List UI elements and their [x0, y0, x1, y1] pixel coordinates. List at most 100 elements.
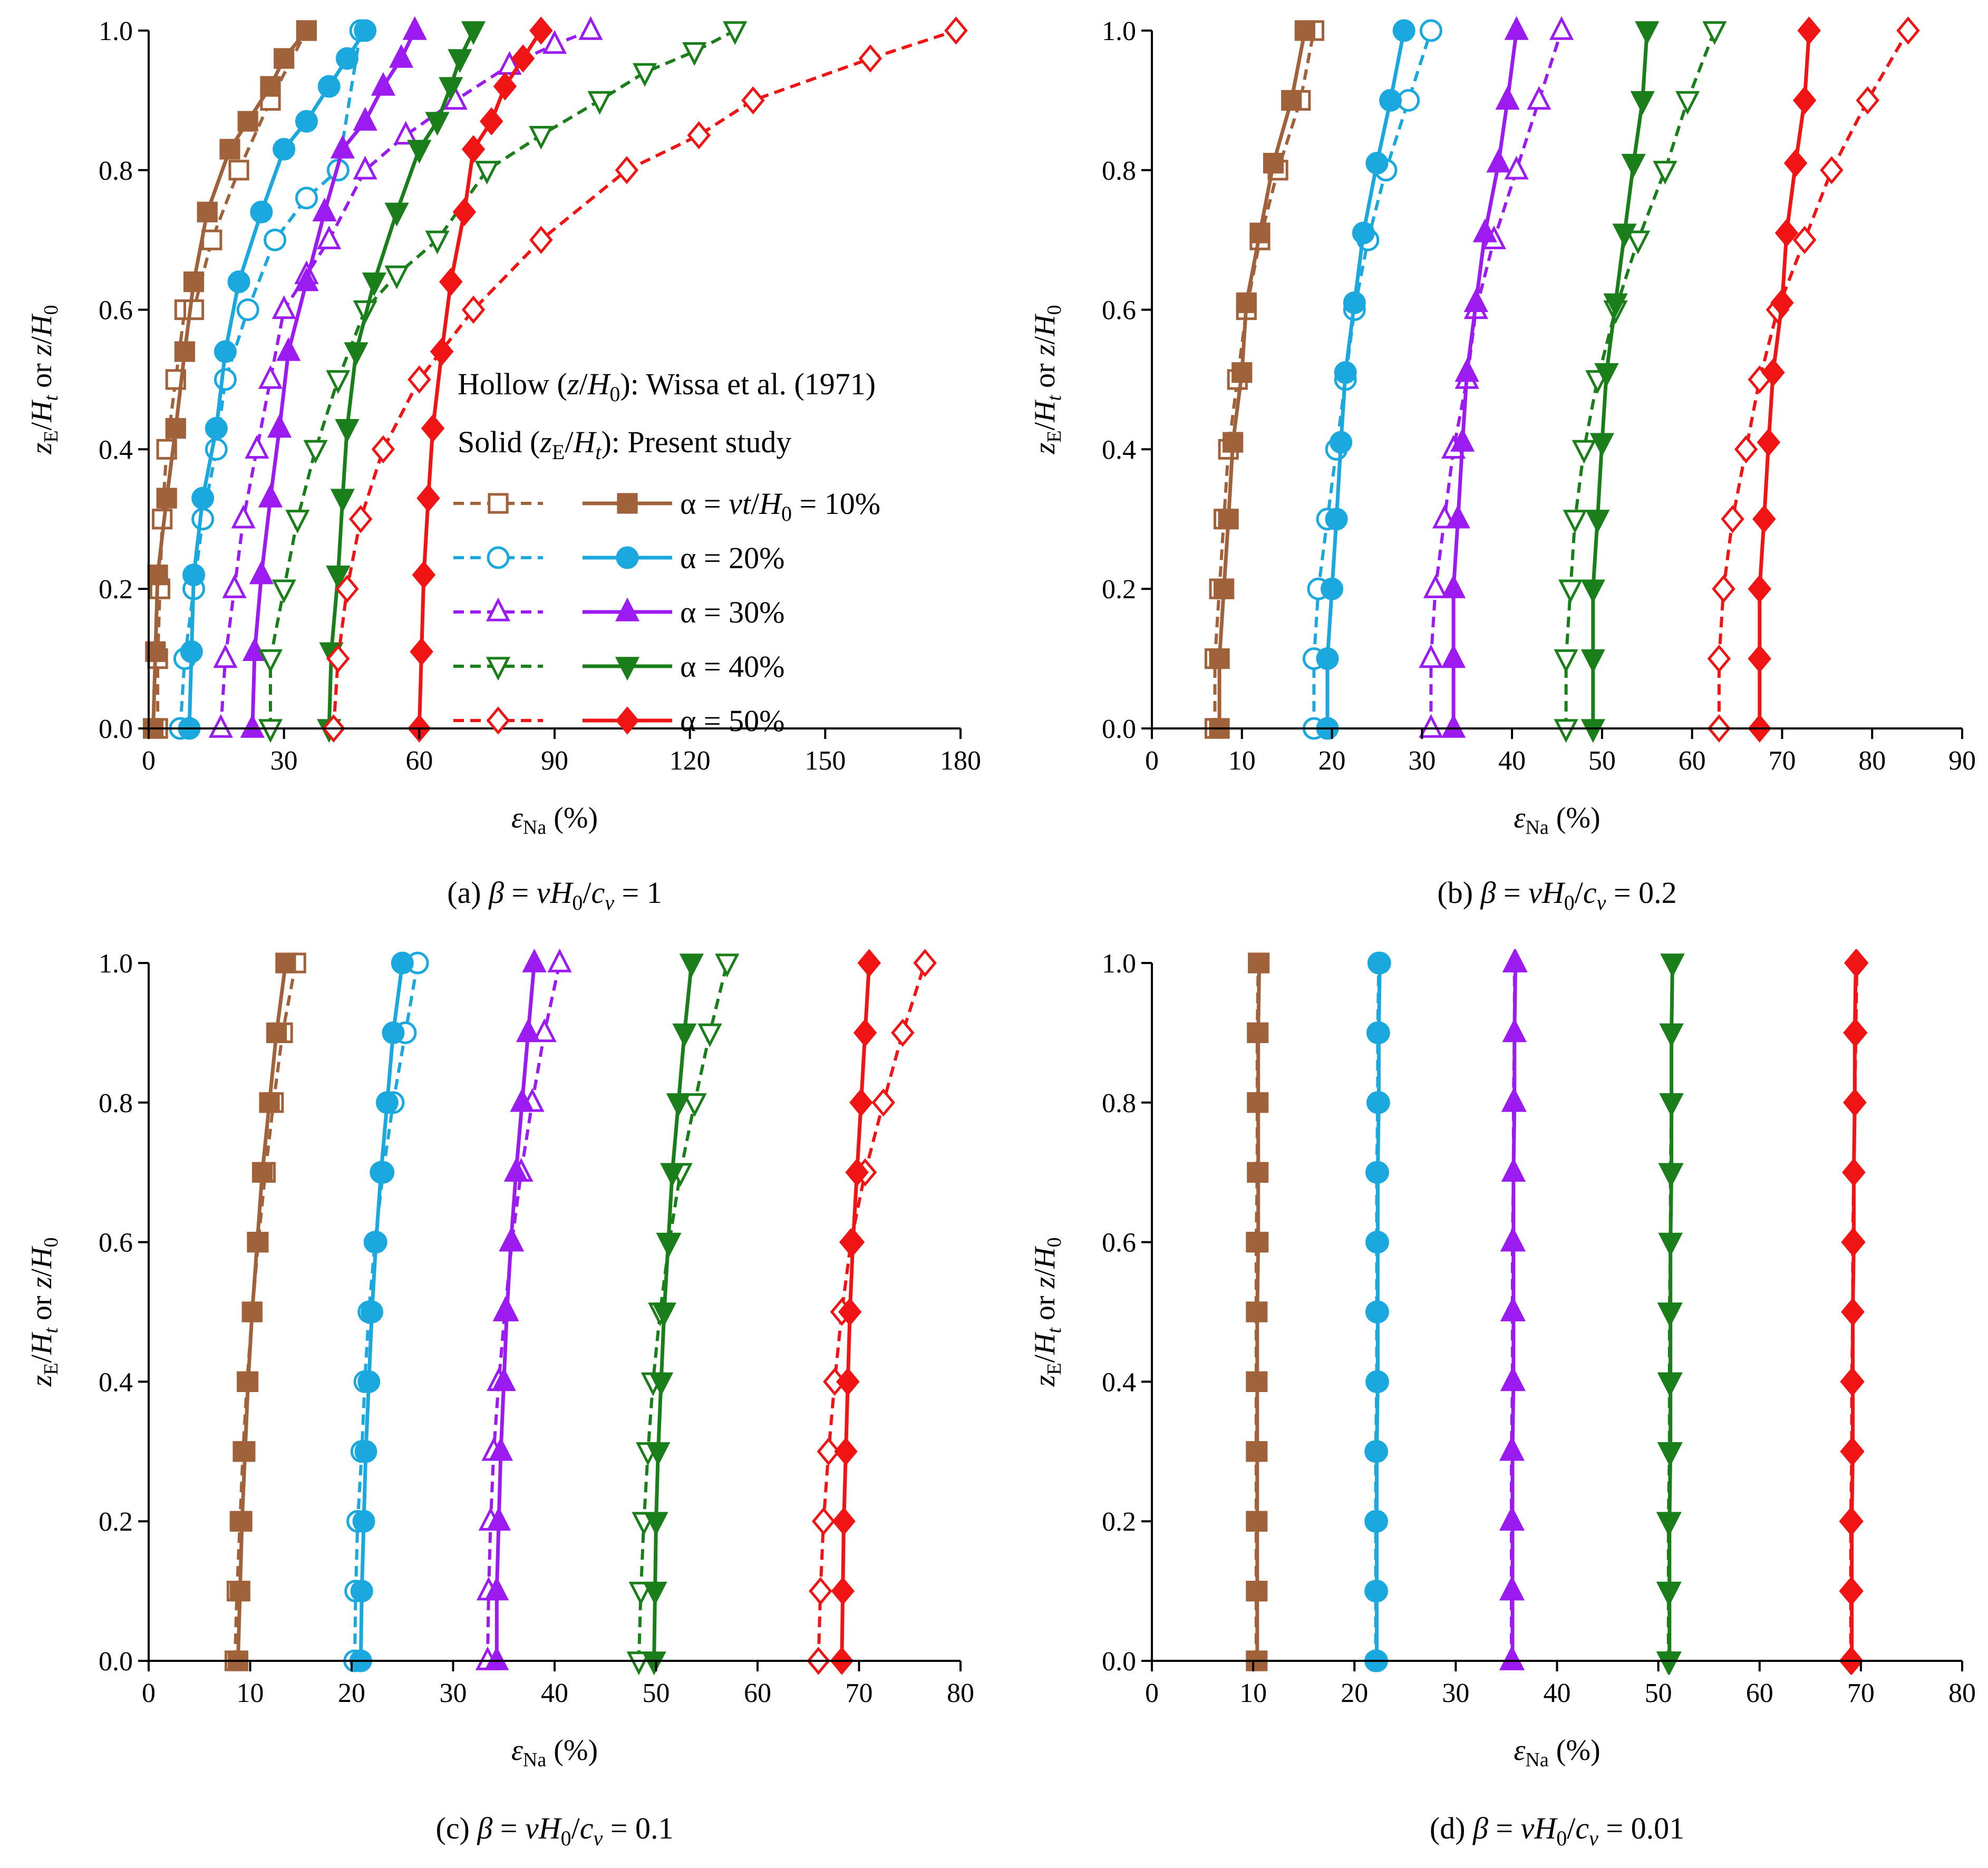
data-point — [1316, 647, 1339, 670]
data-point — [1501, 1228, 1526, 1252]
data-point — [832, 1507, 856, 1535]
data-point — [271, 295, 296, 319]
data-point — [326, 644, 350, 673]
data-point — [487, 1506, 511, 1531]
data-point — [183, 299, 205, 320]
data-point — [1840, 1577, 1864, 1606]
data-point — [1856, 86, 1879, 115]
data-point — [425, 230, 450, 255]
y-axis-title: zE/Ht or z/H0 — [1029, 305, 1065, 454]
data-point — [264, 228, 287, 251]
data-point — [1501, 1367, 1526, 1392]
data-point — [1752, 505, 1776, 533]
data-point — [1841, 1367, 1865, 1396]
data-point — [484, 1577, 509, 1601]
data-point — [1797, 16, 1821, 45]
data-point — [276, 337, 301, 361]
data-point — [1659, 1023, 1684, 1047]
data-point — [1657, 1581, 1682, 1606]
data-point — [180, 640, 203, 663]
x-tick-label: 0 — [142, 746, 156, 776]
data-point — [274, 48, 295, 69]
legend-hollow-marker — [487, 546, 510, 569]
data-point — [258, 719, 283, 743]
data-point — [229, 1581, 250, 1602]
y-tick-label: 1.0 — [99, 16, 133, 46]
data-point — [1247, 1301, 1268, 1322]
series-line — [353, 962, 420, 1661]
series-line — [1717, 30, 1910, 728]
data-point — [197, 201, 218, 222]
data-point — [1658, 1232, 1683, 1257]
data-point — [238, 1371, 259, 1393]
data-point — [1761, 358, 1785, 387]
data-point — [258, 649, 283, 673]
y-axis-title: zE/Ht or z/H0 — [25, 305, 62, 454]
data-point — [1366, 1231, 1389, 1254]
data-point — [1454, 358, 1479, 382]
data-point — [1657, 1651, 1682, 1676]
data-point — [838, 1298, 862, 1326]
data-point — [484, 1646, 509, 1670]
data-point — [1500, 1506, 1525, 1531]
data-point — [1247, 1441, 1268, 1462]
x-tick-label: 90 — [541, 746, 568, 776]
data-point — [1419, 714, 1443, 738]
data-point — [1589, 433, 1614, 457]
data-point — [294, 267, 319, 291]
data-point — [249, 560, 274, 585]
data-point — [214, 340, 237, 363]
data-point — [1707, 644, 1731, 673]
data-point — [809, 1577, 832, 1606]
x-tick-label: 50 — [1645, 1678, 1672, 1708]
x-axis-title: εNa (%) — [511, 802, 598, 839]
legend-entry: α = 20% — [453, 541, 784, 575]
data-point — [1365, 152, 1389, 175]
data-point — [407, 140, 432, 164]
data-point — [841, 1228, 865, 1257]
data-point — [1321, 577, 1344, 600]
x-tick-label: 0 — [1145, 746, 1159, 776]
data-point — [1325, 508, 1348, 531]
data-point — [1635, 21, 1660, 45]
data-point — [1472, 218, 1497, 242]
y-axis-title: zE/Ht or z/H0 — [1029, 1237, 1065, 1387]
data-point — [371, 435, 395, 464]
data-point — [1441, 574, 1466, 598]
series-group-c — [225, 948, 937, 1676]
x-axis-title: εNa (%) — [511, 1734, 598, 1771]
data-point — [461, 135, 486, 163]
data-point — [845, 1158, 869, 1186]
data-point — [303, 440, 328, 464]
data-point — [1842, 1228, 1866, 1257]
data-point — [384, 202, 409, 227]
data-point — [479, 107, 503, 135]
data-point — [511, 44, 535, 73]
y-tick-label: 0.8 — [99, 1088, 133, 1118]
data-point — [529, 16, 553, 45]
data-point — [913, 949, 937, 977]
legend-label: α = vt/H0 = 10% — [680, 487, 880, 526]
data-point — [353, 106, 377, 131]
data-point — [1734, 435, 1758, 464]
legend-solid-marker — [617, 493, 638, 514]
data-point — [348, 505, 373, 533]
data-point — [666, 1093, 691, 1117]
legend-hollow-marker — [486, 657, 511, 681]
data-point — [439, 267, 463, 296]
legend-entry: α = vt/H0 = 10% — [453, 487, 880, 526]
data-point — [499, 1228, 523, 1252]
data-point — [633, 63, 657, 87]
data-point — [1603, 293, 1628, 317]
data-point — [260, 76, 281, 97]
x-tick-label: 20 — [338, 1678, 365, 1708]
data-point — [214, 368, 237, 391]
data-point — [259, 1092, 280, 1113]
data-point — [1379, 89, 1402, 112]
y-tick-label: 0.2 — [99, 1507, 133, 1537]
data-point — [1423, 574, 1448, 598]
data-point — [330, 489, 355, 513]
data-point — [362, 272, 386, 296]
x-tick-label: 30 — [1408, 746, 1436, 776]
data-point — [1209, 648, 1230, 669]
